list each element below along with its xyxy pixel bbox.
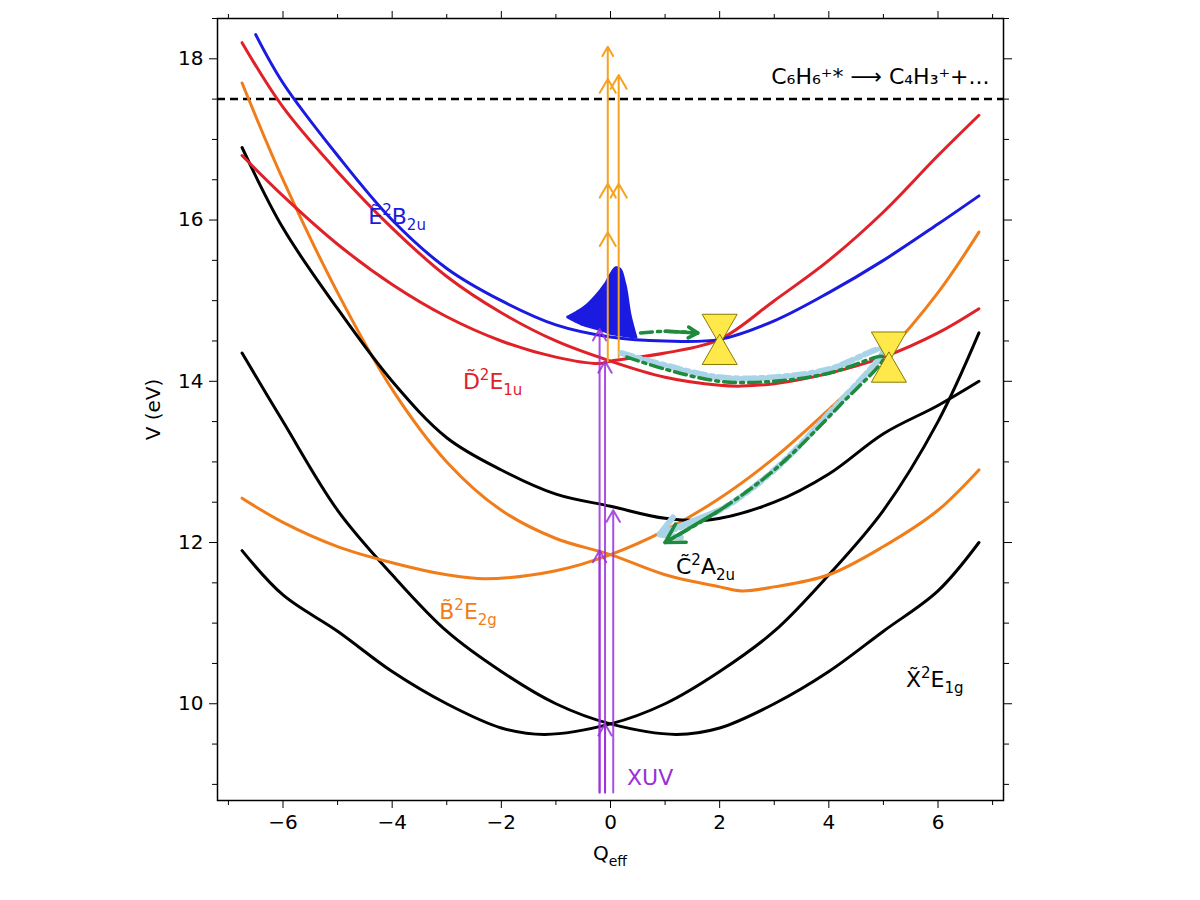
svg-text:2: 2 — [713, 810, 726, 834]
svg-text:−4: −4 — [377, 810, 406, 834]
svg-text:6: 6 — [932, 810, 945, 834]
svg-text:Ẽ2B2u: Ẽ2B2u — [368, 201, 426, 234]
svg-text:−6: −6 — [268, 810, 297, 834]
svg-text:C̃2A2u: C̃2A2u — [676, 551, 735, 584]
svg-text:Qeff: Qeff — [593, 841, 627, 869]
svg-text:18: 18 — [178, 46, 203, 70]
svg-text:D̃2E1u: D̃2E1u — [463, 366, 522, 399]
svg-text:10: 10 — [178, 691, 203, 715]
svg-text:XUV: XUV — [627, 765, 673, 790]
svg-text:12: 12 — [178, 530, 203, 554]
svg-text:−2: −2 — [487, 810, 516, 834]
svg-text:B̃2E2g: B̃2E2g — [439, 596, 497, 629]
svg-text:C₆H₆⁺* ⟶ C₄H₃⁺+...: C₆H₆⁺* ⟶ C₄H₃⁺+... — [771, 64, 989, 89]
svg-text:16: 16 — [178, 207, 203, 231]
svg-text:14: 14 — [178, 369, 203, 393]
svg-text:4: 4 — [822, 810, 835, 834]
svg-text:V (eV): V (eV) — [141, 379, 165, 441]
svg-text:0: 0 — [604, 810, 617, 834]
svg-text:X̃2E1g: X̃2E1g — [906, 664, 964, 697]
